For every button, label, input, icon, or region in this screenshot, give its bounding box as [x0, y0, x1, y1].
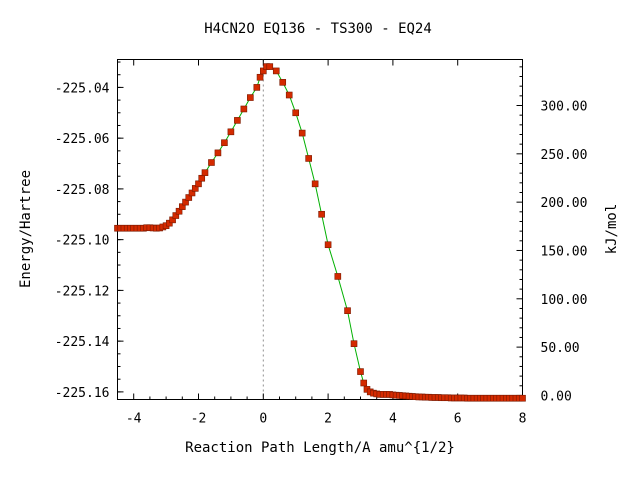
y2-tick-label: 0.00: [541, 389, 572, 404]
data-point: [227, 128, 235, 136]
data-point: [334, 273, 342, 280]
x-tick-label: 6: [454, 412, 462, 427]
y2-tick-label: 300.00: [541, 100, 588, 115]
data-point: [279, 79, 287, 86]
y2-tick-label: 200.00: [541, 196, 588, 211]
y-tick-label: -225.14: [55, 335, 110, 350]
data-point: [292, 109, 300, 117]
x-tick-label: -4: [126, 412, 142, 427]
y-tick-label: -225.06: [55, 132, 110, 147]
data-point: [357, 368, 364, 375]
series-line: [117, 66, 523, 399]
y-tick-label: -225.12: [55, 284, 110, 299]
data-point: [234, 117, 241, 124]
data-point: [247, 94, 254, 101]
y-axis-label: Energy/Hartree: [18, 170, 34, 288]
data-point: [350, 340, 358, 347]
y-tick-label: -225.10: [55, 234, 110, 249]
data-point: [298, 129, 306, 137]
y-tick-label: -225.04: [55, 81, 110, 96]
data-point: [272, 67, 280, 75]
data-point: [311, 180, 319, 188]
data-point: [360, 379, 368, 387]
plot-frame: [117, 59, 523, 400]
data-point: [256, 73, 264, 81]
x-tick-label: 2: [324, 412, 332, 427]
y2-tick-label: 150.00: [541, 244, 588, 259]
data-point: [240, 105, 248, 113]
x-tick-label: 8: [519, 412, 527, 427]
data-point: [318, 210, 325, 218]
data-point: [324, 241, 332, 249]
data-point: [285, 91, 293, 99]
y-tick-label: -225.16: [55, 386, 110, 401]
data-point: [201, 169, 209, 176]
data-point: [195, 180, 202, 188]
y-tick-label: -225.08: [55, 183, 110, 198]
data-point: [344, 307, 351, 314]
y2-tick-label: 50.00: [541, 341, 580, 356]
y2-tick-label: 100.00: [541, 293, 588, 308]
x-tick-label: 0: [259, 412, 267, 427]
data-point: [221, 139, 228, 147]
data-point: [208, 159, 215, 166]
data-point: [519, 394, 526, 402]
x-tick-label: -2: [191, 412, 207, 427]
x-axis-label: Reaction Path Length/A amu^{1/2}: [185, 440, 455, 456]
data-point: [305, 155, 312, 162]
data-point: [266, 63, 274, 70]
data-point: [214, 149, 222, 157]
chart-title: H4CN2O EQ136 - TS300 - EQ24: [204, 21, 432, 37]
x-tick-label: 4: [389, 412, 397, 427]
y2-tick-label: 250.00: [541, 148, 588, 163]
data-point: [253, 84, 261, 91]
y2-axis-label: kJ/mol: [604, 204, 620, 255]
data-point: [198, 174, 206, 182]
